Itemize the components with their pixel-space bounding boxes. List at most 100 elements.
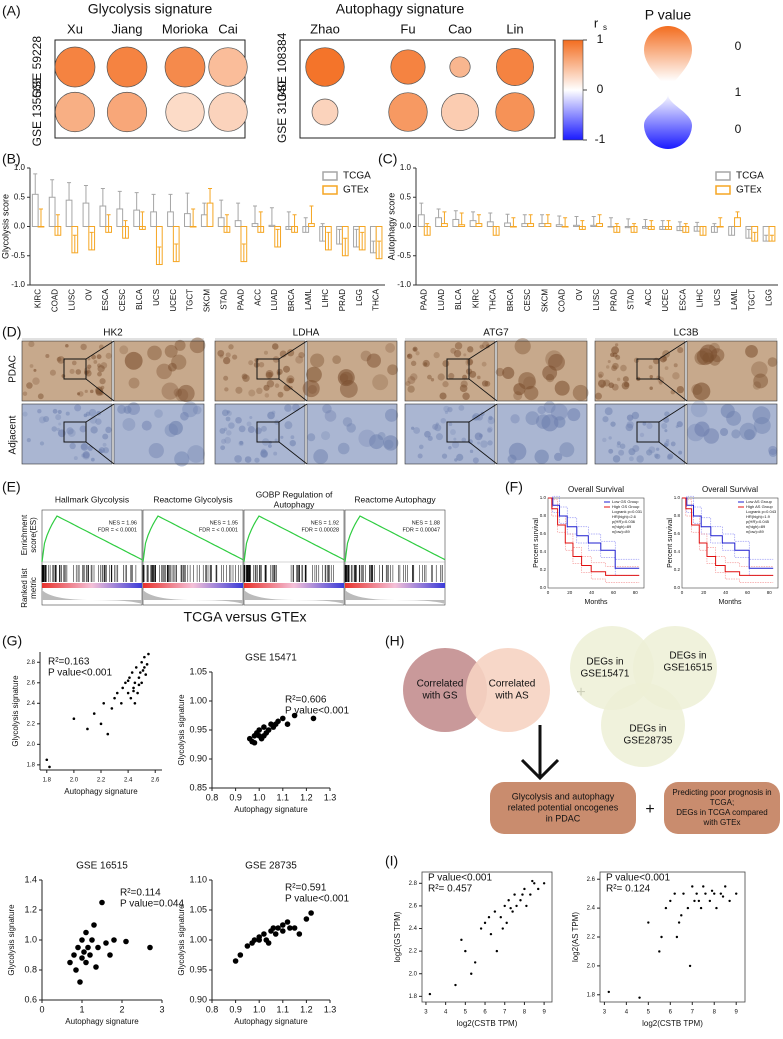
bar xyxy=(527,223,535,227)
x-tick-label: 6 xyxy=(669,1010,673,1016)
legend-label: TCGA xyxy=(343,171,371,182)
x-tick-label: LUAD xyxy=(270,289,279,311)
texture xyxy=(223,375,229,381)
texture xyxy=(274,438,278,442)
texture xyxy=(284,421,293,430)
point xyxy=(133,702,137,705)
point xyxy=(93,964,99,970)
texture xyxy=(678,450,683,455)
texture xyxy=(474,432,483,441)
x-axis-label: Autophagy signature xyxy=(65,1017,139,1026)
row-label: PDAC xyxy=(8,355,19,383)
node-label: GSE28735 xyxy=(624,736,673,747)
point xyxy=(72,717,76,720)
bubble xyxy=(388,92,428,132)
texture xyxy=(98,344,104,350)
error-bar xyxy=(442,211,447,224)
y-tick-label: 1.05 xyxy=(189,904,207,914)
texture xyxy=(430,378,435,382)
texture xyxy=(274,383,280,388)
texture xyxy=(39,441,45,446)
x-tick-label: 9 xyxy=(735,1010,739,1016)
texture xyxy=(81,453,86,458)
point xyxy=(48,765,51,769)
texture xyxy=(768,448,778,457)
texture xyxy=(439,392,447,400)
y-tick-label: 0.5 xyxy=(400,192,412,201)
micrograph-frame xyxy=(214,340,306,402)
texture xyxy=(246,421,252,427)
y-tick-label: 1.0 xyxy=(14,163,26,172)
point xyxy=(280,715,286,722)
texture xyxy=(283,365,291,373)
error-bar xyxy=(292,214,297,233)
km-legend: High GS Group xyxy=(612,504,640,509)
km-curve xyxy=(548,497,640,576)
texture xyxy=(459,384,468,393)
result-box xyxy=(490,782,636,834)
km-y-tick: 0.8 xyxy=(540,513,547,518)
texture xyxy=(100,362,108,369)
fdr-label: FDR = 0.00028 xyxy=(302,527,339,533)
bar xyxy=(509,226,517,228)
km-legend: n(low)=89 xyxy=(612,529,630,534)
point xyxy=(735,892,738,895)
column-label: Jiang xyxy=(111,21,142,36)
texture xyxy=(265,371,273,379)
point xyxy=(284,721,291,727)
bubble xyxy=(311,98,339,126)
texture xyxy=(616,441,621,446)
y-tick-label: 0.95 xyxy=(189,724,207,734)
texture xyxy=(67,428,76,437)
node-label: DEGs in xyxy=(629,724,666,735)
point xyxy=(721,895,725,898)
bubble xyxy=(165,92,205,132)
texture xyxy=(619,443,626,449)
x-tick-label: 3 xyxy=(603,1010,607,1016)
y-tick-label: 0.6 xyxy=(24,994,37,1004)
error-bar xyxy=(608,217,613,227)
texture xyxy=(89,416,98,424)
point xyxy=(495,949,499,953)
error-bar xyxy=(100,187,105,207)
texture xyxy=(664,411,670,417)
texture xyxy=(412,346,418,352)
error-bar xyxy=(309,205,314,224)
y-tick-label: 0.5 xyxy=(14,192,26,201)
y-tick-label: 1.2 xyxy=(24,904,37,914)
legend-swatch xyxy=(322,185,338,195)
x-tick-label: 0.9 xyxy=(229,792,242,802)
x-tick-label: 4 xyxy=(625,1010,629,1016)
error-bar xyxy=(528,214,533,224)
km-x-tick: 80 xyxy=(767,590,773,595)
point xyxy=(124,681,127,685)
y-axis-label: log2(AS TPM) xyxy=(571,912,580,962)
texture xyxy=(514,338,531,355)
texture xyxy=(467,346,474,353)
node-label: TCGA; xyxy=(710,798,734,807)
point xyxy=(542,882,546,885)
texture xyxy=(751,361,768,378)
error-bar xyxy=(117,190,122,209)
texture xyxy=(74,404,82,412)
texture xyxy=(405,381,411,387)
bar xyxy=(99,205,107,227)
texture xyxy=(124,351,143,370)
error-bar xyxy=(151,193,156,212)
zoom-lines xyxy=(658,403,688,465)
texture xyxy=(58,422,62,426)
gsea-title: Autophagy xyxy=(274,499,315,509)
gsea-frame xyxy=(41,509,143,606)
texture xyxy=(377,432,386,441)
x-tick-label: 9 xyxy=(542,1010,546,1016)
texture xyxy=(220,445,226,451)
point xyxy=(719,892,723,895)
error-bar xyxy=(683,223,688,233)
error-bar xyxy=(563,217,568,227)
bar xyxy=(234,220,242,227)
point xyxy=(499,916,502,919)
texture xyxy=(673,363,678,368)
gsea-caption: TCGA versus GTEx xyxy=(184,609,307,625)
error-bar xyxy=(769,234,774,242)
texture xyxy=(752,381,762,390)
